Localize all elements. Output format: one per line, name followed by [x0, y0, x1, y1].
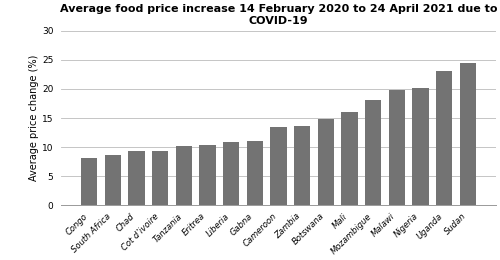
Bar	[436, 72, 452, 205]
Bar	[152, 151, 168, 205]
Bar	[128, 151, 144, 205]
Bar	[318, 119, 334, 205]
Bar	[104, 155, 121, 205]
Bar	[246, 141, 263, 205]
Bar	[199, 145, 216, 205]
Bar	[412, 88, 428, 205]
Bar	[294, 126, 310, 205]
Y-axis label: Average price change (%): Average price change (%)	[29, 55, 39, 181]
Bar	[81, 158, 98, 205]
Bar	[223, 142, 240, 205]
Bar	[341, 112, 357, 205]
Bar	[460, 63, 476, 205]
Bar	[388, 90, 405, 205]
Bar	[365, 100, 382, 205]
Bar	[176, 146, 192, 205]
Title: Average food price increase 14 February 2020 to 24 April 2021 due to
COVID-19: Average food price increase 14 February …	[60, 4, 497, 26]
Bar	[270, 127, 286, 205]
